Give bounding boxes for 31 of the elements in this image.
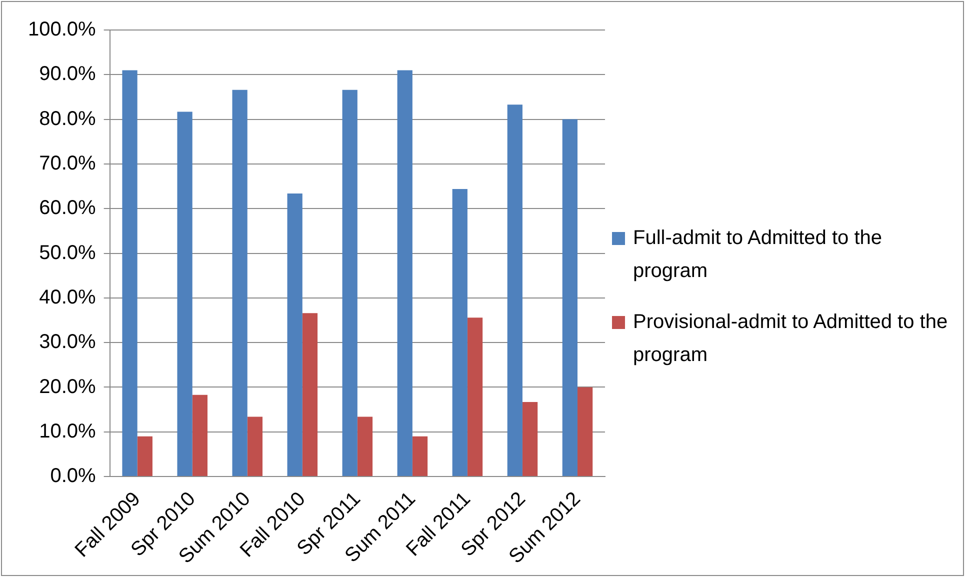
bar bbox=[287, 193, 302, 476]
y-tick-label: 80.0% bbox=[39, 108, 96, 130]
bar bbox=[522, 402, 538, 476]
legend-label: Full-admit to Admitted to the program bbox=[633, 226, 884, 284]
bar bbox=[247, 416, 263, 476]
y-tick-label: 50.0% bbox=[39, 242, 96, 264]
bar bbox=[137, 436, 152, 476]
bar bbox=[507, 104, 522, 476]
y-tick-label: 20.0% bbox=[39, 376, 96, 398]
y-tick-label: 40.0% bbox=[39, 286, 96, 308]
y-tick-label: 0.0% bbox=[50, 465, 96, 488]
bar bbox=[302, 313, 318, 476]
bar bbox=[122, 70, 138, 476]
bar bbox=[412, 436, 428, 476]
bar bbox=[177, 112, 192, 476]
y-tick-label: 100.0% bbox=[28, 18, 96, 41]
y-tick-label: 10.0% bbox=[39, 420, 96, 442]
bar bbox=[232, 90, 248, 476]
bar bbox=[577, 387, 593, 476]
y-tick-label: 30.0% bbox=[39, 331, 96, 354]
y-tick-label: 90.0% bbox=[39, 63, 96, 86]
y-tick-label: 70.0% bbox=[39, 152, 96, 174]
bar bbox=[192, 394, 208, 476]
legend-label: Provisional-admit to Admitted to the program bbox=[633, 310, 949, 368]
bar bbox=[397, 70, 412, 476]
bar bbox=[452, 188, 468, 476]
bar bbox=[562, 119, 578, 476]
bar bbox=[467, 318, 483, 476]
y-tick-label: 60.0% bbox=[39, 197, 96, 220]
bar bbox=[357, 416, 373, 476]
bar bbox=[342, 90, 358, 476]
